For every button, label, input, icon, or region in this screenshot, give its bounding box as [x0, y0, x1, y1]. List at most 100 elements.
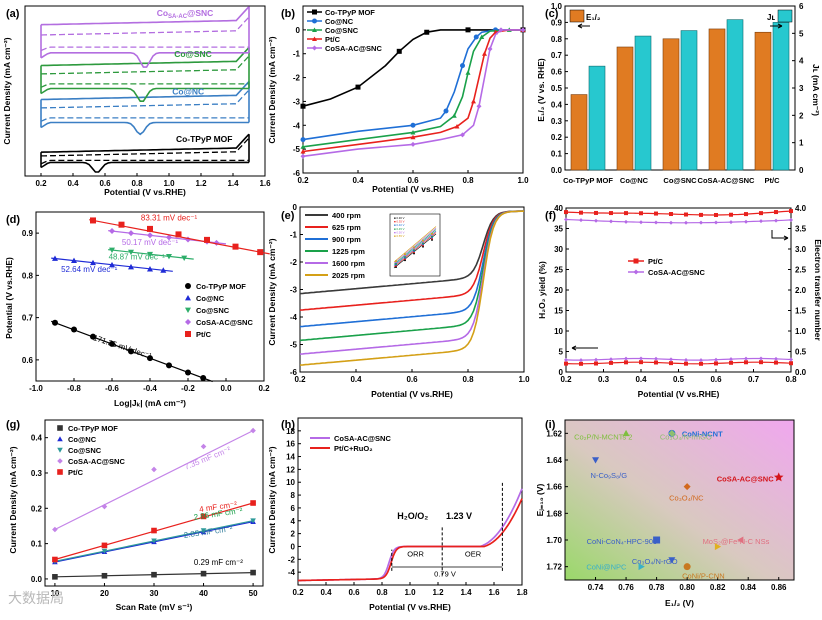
inset-point [413, 248, 415, 251]
y-tick-label: -3 [293, 97, 301, 106]
data-point [52, 574, 58, 580]
legend-label: 625 rpm [332, 223, 361, 232]
cv-curve [40, 121, 249, 136]
inset-legend: ■ 0.45 V [394, 227, 405, 231]
data-point [744, 356, 748, 361]
legend-label: E₁/₂ [586, 13, 601, 22]
data-point [654, 211, 658, 216]
legend-marker [57, 447, 63, 453]
legend-label: Co@NC [196, 294, 225, 303]
data-point [147, 355, 153, 362]
y-axis-title: Current Density (mA cm⁻²) [267, 36, 277, 143]
comparison-point [668, 429, 676, 437]
x-axis-title: Potential (V vs.RHE) [369, 602, 451, 612]
y2-tick-label: 1.0 [795, 327, 807, 336]
data-point [639, 220, 643, 225]
cv-curve [40, 87, 249, 102]
x-tick-label: 1.0 [163, 179, 175, 188]
data-point [250, 427, 256, 434]
data-point [729, 360, 733, 365]
y2-tick-label: 3 [799, 84, 804, 93]
legend-marker [57, 436, 63, 442]
cv-dashed-curve [40, 16, 250, 36]
x-tick-label: 0.3 [598, 375, 610, 384]
panel-label: (g) [6, 419, 20, 431]
data-point [200, 513, 207, 520]
data-point [624, 356, 628, 361]
slope-annotation: 83.31 mV dec⁻¹ [141, 213, 198, 222]
data-point [609, 357, 613, 362]
data-point [684, 361, 688, 366]
data-point [151, 466, 157, 473]
slope-annotation: 2.85 mF cm⁻² [183, 524, 233, 540]
polarization-curve [298, 498, 523, 582]
inset-legend: ■ 0.35 V [394, 220, 405, 224]
data-point [744, 360, 748, 365]
y-tick-label: 4 [291, 517, 296, 526]
data-point [759, 356, 763, 361]
inset-point [431, 238, 433, 241]
data-point [609, 219, 613, 224]
y-tick-label: 0.8 [22, 271, 34, 280]
inset-point [413, 252, 415, 255]
data-point [128, 263, 134, 270]
legend-label: CoSA-AC@SNC [196, 318, 253, 327]
x-tick-label: 0.2 [560, 375, 572, 384]
inset-point [404, 254, 406, 257]
y-tick-label: 1.0 [551, 2, 563, 11]
legend-marker [57, 469, 63, 475]
data-point [443, 108, 449, 114]
data-point [166, 362, 172, 369]
y-tick-label: 10 [286, 478, 295, 487]
data-point [759, 219, 763, 224]
data-point [90, 259, 96, 266]
data-point [101, 503, 108, 510]
inset-point [404, 256, 406, 259]
data-point [460, 63, 465, 69]
series-label: Co-TPyP MOF [176, 134, 233, 144]
data-point [451, 113, 457, 118]
data-point [465, 27, 471, 33]
x-tick-label: 1.2 [432, 588, 444, 597]
x-tick-label: -0.6 [105, 384, 119, 393]
y-tick-label: 35 [554, 225, 563, 234]
point-label: CoSA-AC@SNC [717, 474, 774, 483]
data-point [147, 225, 153, 232]
cv-dashed-curve [41, 137, 250, 157]
y-tick-label: 0.9 [551, 18, 563, 27]
legend-label: Co@SNC [325, 26, 359, 35]
legend-label: Co-TPyP MOF [68, 424, 118, 433]
data-point [410, 134, 416, 140]
y-tick-label: 0.4 [31, 434, 43, 443]
bar-jl [588, 65, 606, 171]
y-tick-label: 0.7 [22, 314, 34, 323]
data-point [699, 220, 703, 225]
data-point [90, 217, 96, 224]
x-tick-label: -1.0 [29, 384, 43, 393]
x-tick-label: 0.84 [740, 583, 756, 592]
rde-curve [299, 210, 524, 328]
point-label: N-Co₉S₈/G [591, 471, 628, 480]
data-point [185, 236, 191, 243]
x-tick-label: 30 [150, 589, 159, 598]
inset-point [395, 262, 397, 265]
bar-jl [634, 35, 652, 171]
x-tick-label: 0.2 [292, 588, 304, 597]
x-tick-label: 0.8 [131, 179, 143, 188]
data-point [699, 212, 703, 217]
data-point [654, 356, 658, 361]
data-point [789, 217, 793, 222]
x-tick-label: 0.8 [462, 375, 474, 384]
inset-point [431, 236, 433, 239]
x-tick-label: 0.8 [462, 176, 474, 185]
point-label: Co₂P/N-MCNTs 2 [574, 432, 632, 441]
comparison-point [714, 543, 722, 551]
legend-label: Jʟ [767, 13, 775, 22]
data-point [410, 141, 416, 147]
y-tick-label: 0.1 [31, 540, 43, 549]
legend-label: CoSA-AC@SNC [325, 44, 382, 53]
y-tick-label: 0.9 [22, 229, 34, 238]
legend-label: Pt/C [648, 257, 664, 266]
data-point [564, 361, 568, 366]
